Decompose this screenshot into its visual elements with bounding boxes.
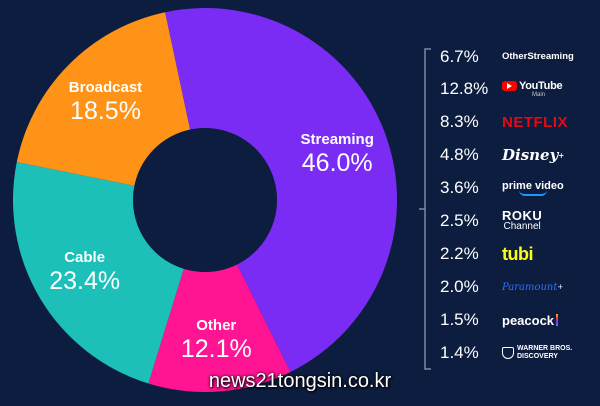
legend-brand: Paramount <box>502 281 558 293</box>
roku-logo: ROKU Channel <box>502 208 543 232</box>
legend-row-netflix: 8.3% NETFLIX <box>440 107 598 137</box>
paramount-plus-logo: Paramount + <box>502 282 563 293</box>
legend-bracket <box>419 48 431 370</box>
legend-value: 2.5% <box>440 211 479 230</box>
youtube-logo: YouTube Main <box>502 80 563 98</box>
peacock-logo: peacock <box>502 312 559 328</box>
legend-brand: Disney <box>502 146 559 164</box>
legend-row-roku: 2.5% ROKU Channel <box>440 206 598 236</box>
legend-value: 8.3% <box>440 112 479 131</box>
legend-value: 2.2% <box>440 244 479 263</box>
disney-plus-logo: Disney + <box>502 146 564 164</box>
legend-row-disney: 4.8% Disney + <box>440 140 598 170</box>
prime-video-logo: prime video <box>502 180 564 196</box>
legend-brand-line2: Channel <box>503 221 541 232</box>
other-streaming-label: Other Streaming <box>502 52 574 62</box>
legend-row-peacock: 1.5% peacock <box>440 305 598 335</box>
legend-value: 6.7% <box>440 47 479 66</box>
legend-brand-mark: + <box>557 283 564 291</box>
legend-brand-mark: + <box>558 150 565 160</box>
donut-slice-broadcast <box>16 12 191 186</box>
legend-brand: YouTube <box>519 80 563 92</box>
legend-value: 12.8% <box>440 79 489 98</box>
youtube-logo-icon <box>502 81 517 91</box>
legend-row-prime-video: 3.6% prime video <box>440 173 598 203</box>
peacock-feather-icon <box>556 314 559 326</box>
donut-hole <box>133 128 277 272</box>
donut-slice-streaming <box>165 7 397 372</box>
donut-slice-cable <box>12 162 184 384</box>
legend-brand-sub: Main <box>532 92 546 98</box>
legend-row-other-streaming: 6.7% Other Streaming <box>440 42 598 72</box>
legend-row-youtube: 12.8% YouTube Main <box>440 74 598 104</box>
tubi-logo: tubi <box>502 243 534 264</box>
watermark: news21tongsin.co.kr <box>208 370 392 392</box>
wbd-logo: WARNER BROS. DISCOVERY <box>502 345 572 361</box>
legend-value: 3.6% <box>440 178 479 197</box>
legend-brand-line2: Streaming <box>527 51 574 62</box>
legend-row-paramount: 2.0% Paramount + <box>440 272 598 302</box>
legend-row-wbd: 1.4% WARNER BROS. DISCOVERY <box>440 338 598 368</box>
legend-value: 2.0% <box>440 277 479 296</box>
prime-smile-icon <box>518 190 547 196</box>
legend-value: 4.8% <box>440 145 479 164</box>
legend-brand-line1: Other <box>502 51 528 62</box>
donut-slice-other <box>148 264 291 393</box>
legend-value: 1.4% <box>440 343 479 362</box>
netflix-logo: NETFLIX <box>502 113 568 131</box>
wbd-shield-icon <box>502 347 514 359</box>
legend-brand: peacock <box>502 312 555 328</box>
legend-row-tubi: 2.2% tubi <box>440 239 598 269</box>
legend-brand-line1: WARNER BROS. <box>517 345 573 352</box>
legend-brand: prime video <box>502 180 564 192</box>
legend-brand-line1: ROKU <box>502 208 543 223</box>
legend-brand-line2: DISCOVERY <box>517 353 558 360</box>
legend-value: 1.5% <box>440 310 479 329</box>
